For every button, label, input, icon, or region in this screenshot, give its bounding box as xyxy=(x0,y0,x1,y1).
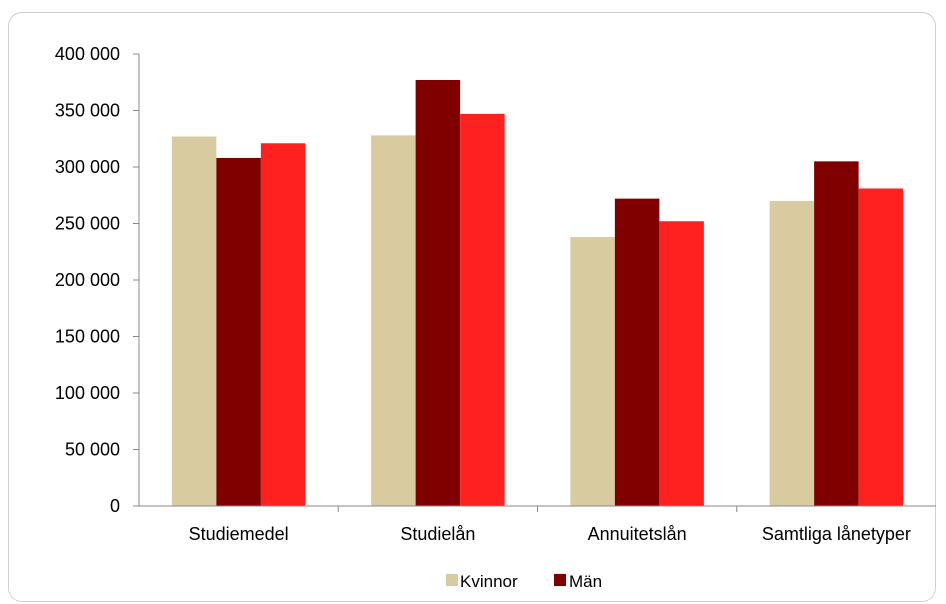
x-category-label: Studiemedel xyxy=(189,524,289,544)
y-axis-tick-labels: 0 50 000 100 000 150 000 200 000 250 000 300 0… xyxy=(55,44,120,516)
x-axis-category-labels: Studiemedel Studielån Annuitetslån Samtliga… xyxy=(189,524,911,544)
legend-label-man: Män xyxy=(569,572,602,591)
y-tick-label: 200 000 xyxy=(55,270,120,290)
bars xyxy=(171,79,904,507)
y-tick-label: 100 000 xyxy=(55,383,120,403)
bar-studielan-series-3 xyxy=(460,113,505,506)
y-tick-label: 350 000 xyxy=(55,101,120,121)
y-tick-label: 250 000 xyxy=(55,214,120,234)
legend-swatch-kvinnor xyxy=(446,574,458,586)
bar-samtliga-lanetyper-kvinnor xyxy=(769,200,815,506)
y-tick-label: 150 000 xyxy=(55,327,120,347)
y-axis-ticks xyxy=(133,53,139,507)
bar-studielan-man xyxy=(415,79,461,507)
legend: Kvinnor Män xyxy=(446,572,602,591)
y-tick-label: 0 xyxy=(110,496,120,516)
bar-annuitetslan-kvinnor xyxy=(570,237,615,506)
x-axis-ticks xyxy=(337,506,738,512)
x-category-label: Studielån xyxy=(400,524,475,544)
y-tick-label: 400 000 xyxy=(55,44,120,64)
bar-studiemedel-kvinnor xyxy=(171,136,217,507)
x-category-label: Samtliga lånetyper xyxy=(762,524,911,544)
bar-studiemedel-man xyxy=(216,157,261,506)
bar-samtliga-lanetyper-man xyxy=(814,161,859,506)
x-category-label: Annuitetslån xyxy=(588,524,687,544)
y-tick-label: 300 000 xyxy=(55,157,120,177)
legend-label-kvinnor: Kvinnor xyxy=(460,572,518,591)
bar-annuitetslan-series-3 xyxy=(659,221,704,507)
bar-samtliga-lanetyper-series-3 xyxy=(858,188,904,506)
bar-studiemedel-series-3 xyxy=(260,143,306,506)
bar-studielan-kvinnor xyxy=(371,135,416,507)
legend-swatch-man xyxy=(554,574,566,586)
y-tick-label: 50 000 xyxy=(65,440,120,460)
bar-annuitetslan-man xyxy=(614,198,660,506)
